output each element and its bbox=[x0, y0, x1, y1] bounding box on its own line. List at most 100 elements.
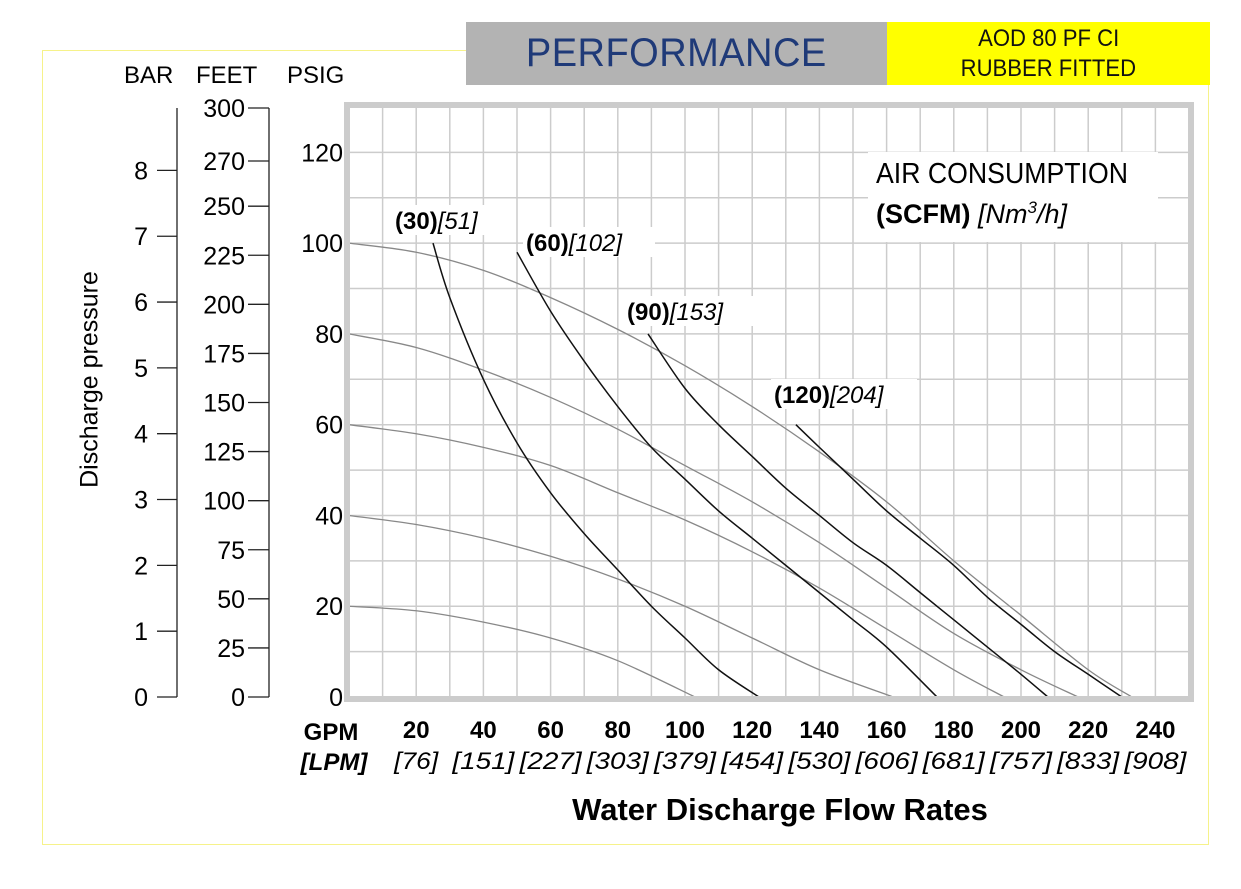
x-tick-label-gpm: 140 bbox=[799, 717, 839, 744]
x-tick-label-gpm: 40 bbox=[470, 717, 497, 744]
pressure-curves bbox=[348, 242, 1133, 698]
feet-tick-label: 200 bbox=[203, 291, 245, 319]
x-tick-label-lpm: [454] bbox=[720, 748, 785, 775]
model-name: AOD 80 PF CI bbox=[977, 24, 1120, 52]
air-label-60: (60)[102] bbox=[526, 230, 623, 257]
psig-tick-label: 100 bbox=[301, 230, 343, 258]
air-label-nm3h: [51] bbox=[437, 208, 479, 235]
air-curve-labels: (30)[51] (60)[102] (90)[153] (120)[204] bbox=[392, 205, 917, 409]
psig-tick-label: 80 bbox=[315, 321, 343, 349]
legend: AIR CONSUMPTION (SCFM) [Nm3/h] bbox=[868, 152, 1158, 242]
x-axis: GPM [LPM] 20 [76] 40 [151] 60 [227] 80 [303] 100 [3… bbox=[300, 717, 1188, 776]
x-tick-label-lpm: [606] bbox=[854, 748, 919, 775]
legend-per-h: /h] bbox=[1036, 199, 1067, 229]
x-tick-label-lpm: [530] bbox=[787, 748, 852, 775]
legend-units: (SCFM) [Nm3/h] bbox=[876, 198, 1067, 230]
air-label-background bbox=[392, 205, 510, 235]
feet-tick-label: 150 bbox=[203, 390, 245, 418]
x-tick-label-lpm: [908] bbox=[1123, 748, 1188, 775]
x-tick-label-lpm: [303] bbox=[586, 748, 651, 775]
air-label-nm3h: [204] bbox=[829, 382, 885, 409]
air-curve-120 bbox=[795, 424, 1123, 698]
x-tick-label-lpm: [76] bbox=[393, 748, 440, 775]
legend-nm3h: [Nm3/h] bbox=[978, 198, 1067, 229]
air-label-background bbox=[624, 296, 756, 326]
feet-tick-label: 25 bbox=[217, 635, 245, 663]
x-unit-gpm: GPM bbox=[304, 719, 359, 746]
title-banner: PERFORMANCE bbox=[466, 22, 887, 85]
pressure-curve-20-psig bbox=[348, 605, 696, 698]
feet-tick-label: 125 bbox=[203, 439, 245, 467]
pressure-curve-60-psig bbox=[348, 424, 1005, 698]
air-curve-60 bbox=[516, 251, 938, 698]
air-label-120: (120)[204] bbox=[774, 382, 885, 409]
bar-tick-label: 6 bbox=[134, 289, 148, 317]
feet-tick-label: 250 bbox=[203, 193, 245, 221]
air-consumption-curves bbox=[432, 242, 1123, 698]
x-tick-label-gpm: 200 bbox=[1001, 717, 1041, 744]
air-curve-30 bbox=[432, 242, 760, 698]
feet-tick-label: 100 bbox=[203, 488, 245, 516]
bar-tick-label: 4 bbox=[134, 421, 148, 449]
air-label-scfm: (120) bbox=[774, 382, 830, 409]
feet-tick-label: 175 bbox=[203, 340, 245, 368]
x-tick-label-lpm: [757] bbox=[989, 748, 1054, 775]
feet-tick-label: 0 bbox=[231, 684, 245, 712]
air-label-background bbox=[771, 379, 917, 409]
bar-tick-label: 8 bbox=[134, 157, 148, 185]
bar-tick-label: 3 bbox=[134, 487, 148, 515]
x-tick-label-gpm: 60 bbox=[537, 717, 564, 744]
bar-unit-label: BAR bbox=[124, 62, 174, 89]
psig-unit-label: PSIG bbox=[287, 62, 345, 89]
psig-tick-label: 0 bbox=[329, 684, 343, 712]
model-banner: AOD 80 PF CI RUBBER FITTED bbox=[887, 22, 1210, 85]
feet-axis: 0 25 50 75 100 125 150 175 200 225 250 270 300 bbox=[203, 95, 270, 712]
x-tick-label-gpm: 180 bbox=[934, 717, 974, 744]
air-label-background bbox=[523, 227, 655, 257]
x-tick-label-lpm: [681] bbox=[922, 748, 987, 775]
x-tick-label-gpm: 100 bbox=[665, 717, 705, 744]
x-tick-label-lpm: [833] bbox=[1056, 748, 1121, 775]
air-label-nm3h: [102] bbox=[568, 230, 624, 257]
bar-tick-label: 7 bbox=[134, 223, 148, 251]
x-tick-label-lpm: [227] bbox=[518, 748, 583, 775]
bar-tick-label: 5 bbox=[134, 355, 148, 383]
x-tick-label-gpm: 220 bbox=[1068, 717, 1108, 744]
air-label-scfm: (30) bbox=[395, 208, 438, 235]
x-unit-lpm: [LPM] bbox=[300, 749, 369, 776]
x-axis-title: Water Discharge Flow Rates bbox=[572, 792, 988, 827]
pressure-curve-100-psig bbox=[348, 242, 1133, 698]
model-fitting: RUBBER FITTED bbox=[960, 54, 1137, 82]
feet-tick-label: 50 bbox=[217, 586, 245, 614]
psig-tick-label: 60 bbox=[315, 412, 343, 440]
legend-sup: 3 bbox=[1027, 198, 1037, 217]
legend-nm: [Nm bbox=[978, 199, 1028, 229]
air-label-scfm: (90) bbox=[627, 299, 670, 326]
plot-border bbox=[344, 102, 1194, 702]
bar-tick-label: 0 bbox=[134, 684, 148, 712]
x-tick-label-gpm: 120 bbox=[732, 717, 772, 744]
air-label-30: (30)[51] bbox=[395, 208, 479, 235]
feet-tick-label: 225 bbox=[203, 242, 245, 270]
x-tick-label-gpm: 80 bbox=[604, 717, 631, 744]
psig-tick-label: 40 bbox=[315, 502, 343, 530]
air-label-scfm: (60) bbox=[526, 230, 569, 257]
bar-axis: 0 1 2 3 4 5 6 7 8 bbox=[134, 108, 178, 712]
psig-tick-label: 120 bbox=[301, 139, 343, 167]
psig-tick-label: 20 bbox=[315, 593, 343, 621]
x-tick-label-gpm: 240 bbox=[1135, 717, 1175, 744]
feet-unit-label: FEET bbox=[196, 62, 258, 89]
bar-tick-label: 2 bbox=[134, 552, 148, 580]
pressure-curve-40-psig bbox=[348, 514, 894, 698]
psig-axis: 0 20 40 60 80 100 120 bbox=[301, 139, 343, 712]
air-curve-90 bbox=[647, 333, 1049, 698]
feet-tick-label: 75 bbox=[217, 537, 245, 565]
air-label-90: (90)[153] bbox=[627, 299, 724, 326]
x-tick-label-lpm: [151] bbox=[451, 748, 516, 775]
x-tick-label-gpm: 160 bbox=[867, 717, 907, 744]
air-label-nm3h: [153] bbox=[669, 299, 725, 326]
legend-scfm: (SCFM) bbox=[876, 199, 971, 229]
page-title: PERFORMANCE bbox=[526, 31, 827, 75]
x-tick-label-lpm: [379] bbox=[653, 748, 718, 775]
